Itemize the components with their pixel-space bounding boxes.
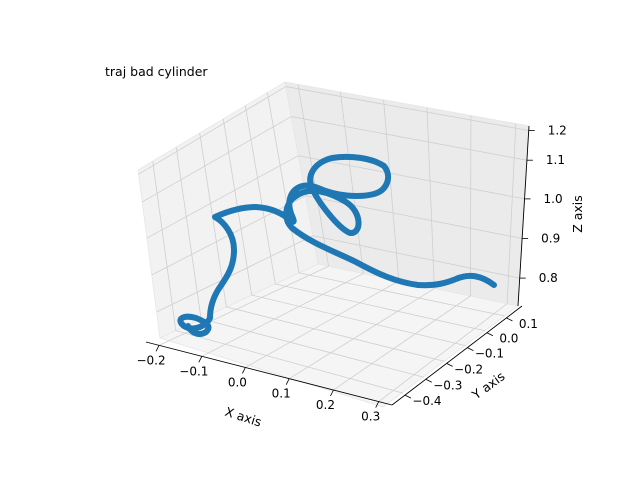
z-grid-line: [298, 155, 525, 200]
z-tick-label: 1.1: [546, 153, 565, 167]
y-grid-line: [226, 306, 445, 362]
y-grid-line: [244, 105, 276, 285]
z-tick-label: 0.9: [541, 232, 560, 246]
y-grid-line: [200, 318, 424, 378]
x-tick: [242, 367, 246, 374]
y-grid-line: [199, 132, 227, 307]
y-tick: [446, 363, 453, 367]
tick-marks: [155, 130, 535, 408]
y-tick-label: −0.3: [433, 378, 462, 392]
tick-labels: −0.2−0.10.00.10.20.3−0.4−0.3−0.2−0.10.00…: [136, 124, 566, 424]
y-tick: [467, 347, 474, 351]
x-grid-line: [339, 91, 364, 274]
x-tick: [155, 345, 160, 352]
z-grid-line: [146, 155, 299, 239]
grid-lines: [138, 84, 529, 402]
x-tick: [198, 356, 203, 363]
x-tick: [375, 401, 380, 408]
x-grid-line: [469, 115, 472, 297]
x-tick: [330, 389, 334, 397]
x-tick: [285, 378, 290, 385]
z-tick-label: 0.8: [539, 271, 558, 285]
x-axis-line: [145, 341, 393, 406]
x-grid-line: [333, 295, 471, 391]
z-grid-line: [291, 116, 527, 161]
y-grid-line: [251, 294, 466, 346]
x-tick-label: −0.1: [179, 364, 208, 378]
y-tick-label: 0.0: [499, 332, 518, 346]
x-tick-label: 0.3: [361, 410, 380, 424]
y-tick-label: −0.1: [475, 347, 504, 361]
trajectory-line: [177, 153, 497, 337]
y-grid-line: [175, 147, 202, 319]
z-grid-line: [138, 86, 287, 175]
y-grid-line: [175, 330, 404, 394]
x-grid-line: [201, 273, 364, 357]
x-grid-line: [506, 123, 517, 304]
x-tick-label: 0.0: [228, 375, 247, 389]
z-grid-line: [285, 86, 529, 131]
x-grid-line: [426, 107, 435, 289]
x-grid-line: [383, 99, 400, 282]
y-grid-line: [275, 283, 485, 332]
z-axis-line: [517, 125, 530, 307]
y-tick-label: 0.1: [519, 317, 538, 331]
z-axis-label: Z axis: [570, 195, 585, 233]
x-grid-line: [378, 303, 508, 402]
x-tick-label: 0.1: [272, 387, 291, 401]
z-grid-line: [156, 235, 314, 313]
y-grid-line: [266, 92, 300, 273]
y-tick-label: −0.4: [412, 394, 441, 408]
z-tick-label: 1.0: [544, 192, 563, 206]
y-tick: [506, 317, 513, 322]
x-tick-label: −0.2: [136, 353, 165, 367]
y-tick: [425, 378, 432, 383]
x-grid-line: [158, 265, 329, 346]
z-grid-line: [141, 116, 292, 203]
z-grid-line: [312, 235, 520, 279]
x-grid-line: [245, 280, 399, 368]
z-tick-label: 1.2: [548, 124, 567, 138]
x-tick-label: 0.2: [316, 398, 335, 412]
y-grid-line: [152, 161, 177, 331]
chart-title: traj bad cylinder: [105, 64, 208, 79]
y-grid-line: [298, 272, 505, 317]
y-tick: [486, 332, 494, 337]
y-tick-label: −0.2: [454, 362, 483, 376]
y-tick: [404, 394, 412, 399]
y-axis-line: [391, 305, 523, 406]
x-grid-line: [288, 288, 435, 380]
axis-lines: [145, 125, 530, 406]
